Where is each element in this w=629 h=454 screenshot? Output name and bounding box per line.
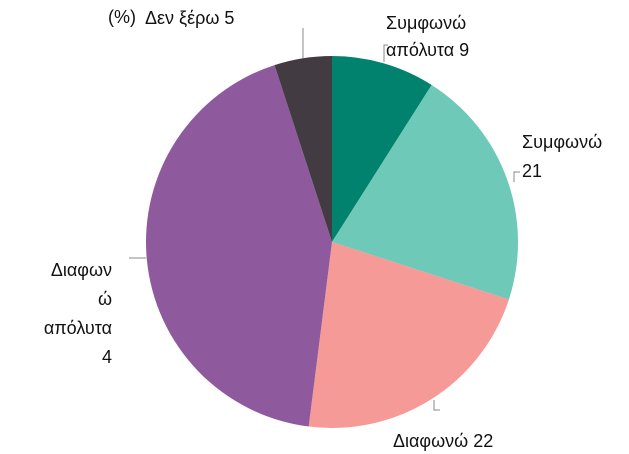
slice-label: 21	[522, 161, 542, 181]
pie-slice	[308, 242, 509, 428]
slice-label: απόλυτα	[44, 318, 112, 338]
slice-label: Διαφων	[51, 260, 112, 280]
slice-label: Συμφωνώ	[386, 13, 466, 33]
leader-line	[433, 400, 440, 411]
leader-line	[383, 44, 388, 62]
unit-label: (%)	[108, 7, 136, 27]
slice-label: Δεν ξέρω 5	[145, 8, 234, 28]
pie-slice	[145, 65, 332, 427]
pie-slice	[274, 56, 332, 242]
slice-label: ώ	[98, 289, 112, 309]
slice-label: Συμφωνώ	[522, 132, 602, 152]
leader-line	[513, 171, 520, 182]
pie-slice	[332, 56, 432, 242]
slice-label: Διαφωνώ 22	[393, 431, 493, 451]
pie-slice	[332, 84, 518, 300]
slice-label: απόλυτα 9	[386, 40, 469, 60]
slice-label: 4	[102, 347, 112, 367]
